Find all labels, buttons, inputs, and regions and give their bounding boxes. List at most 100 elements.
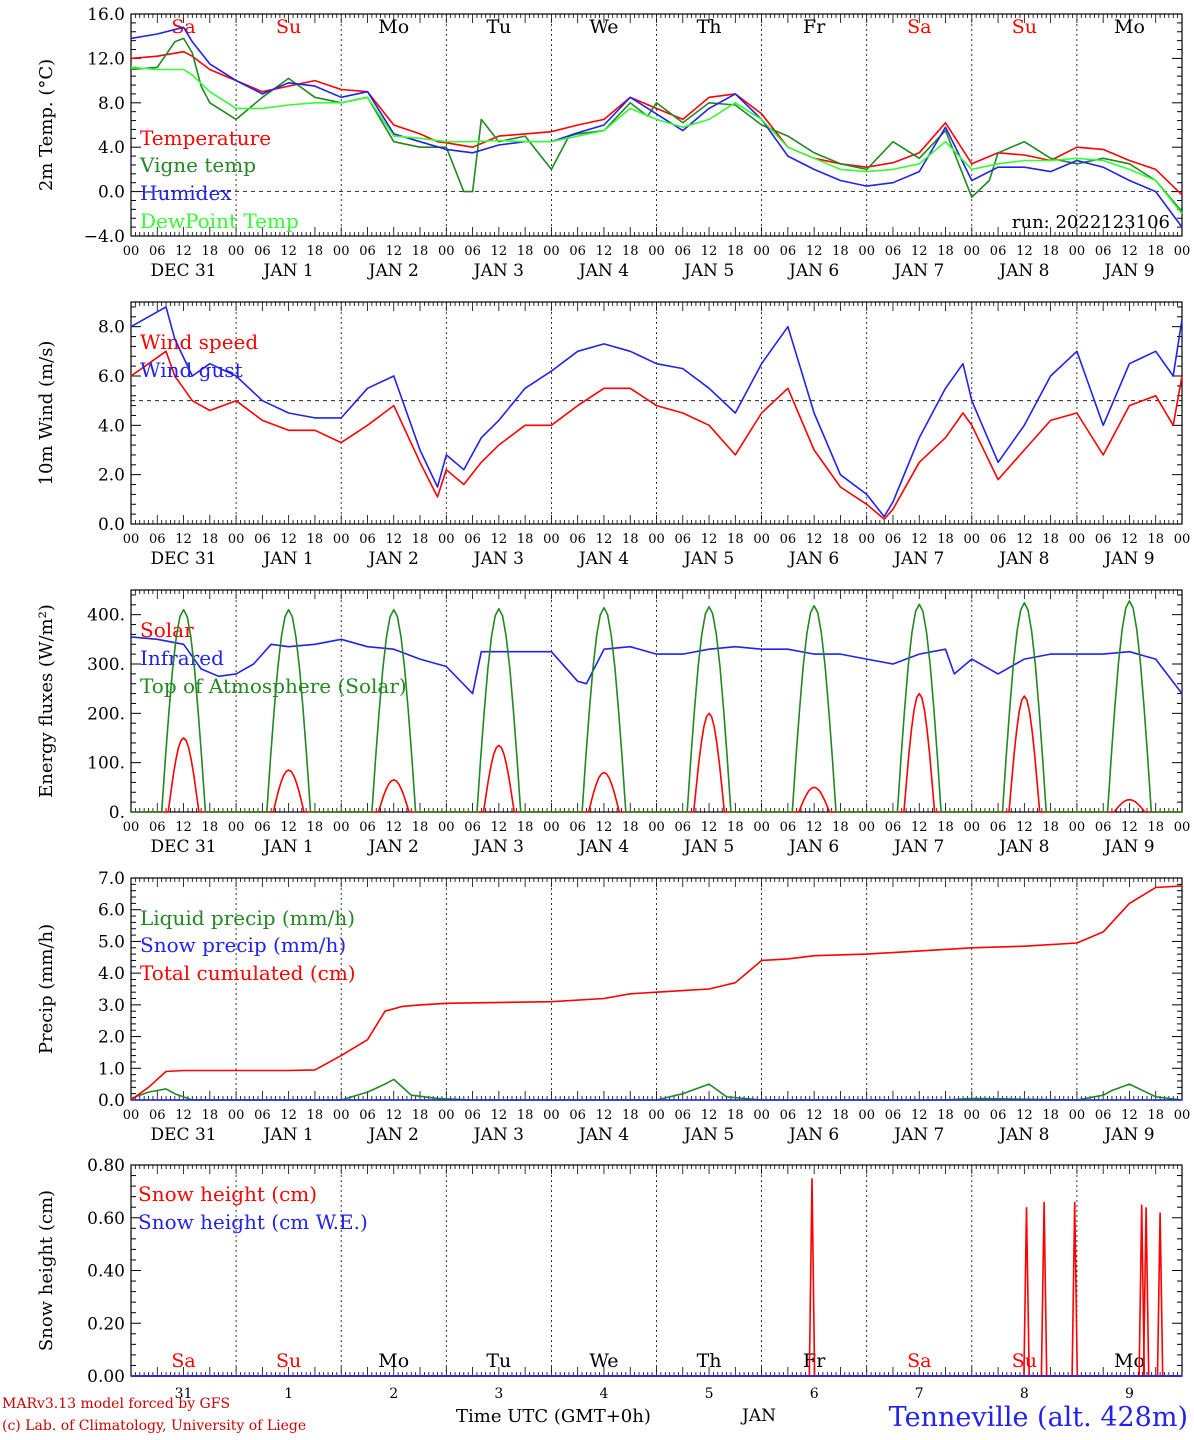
hour-tick-label: 12 [1121,1108,1138,1123]
y-tick-label: 5.0 [98,932,125,952]
hour-tick-label: 00 [753,820,770,835]
hour-tick-label: 00 [858,244,875,259]
hour-tick-label: 18 [517,244,534,259]
date-label: JAN 4 [577,549,629,569]
hour-tick-label: 00 [123,820,140,835]
hour-tick-label: 00 [1069,244,1086,259]
hour-tick-label: 12 [280,244,297,259]
day-of-week-label: Sa [171,1350,195,1372]
hour-tick-label: 12 [280,1108,297,1123]
date-label: JAN 7 [892,549,944,569]
date-label: JAN 2 [367,261,419,281]
hour-tick-label: 00 [438,532,455,547]
hour-tick-label: 00 [228,244,245,259]
y-tick-label: 4.0 [98,138,125,158]
hour-tick-label: 06 [569,244,586,259]
hour-tick-label: 18 [202,1108,219,1123]
hour-tick-label: 12 [491,1108,508,1123]
lab-credit: (c) Lab. of Climatology, University of L… [2,1418,307,1434]
y-axis-label: 2m Temp. (°C) [36,59,57,191]
hour-tick-label: 00 [438,244,455,259]
hour-tick-label: 12 [596,244,613,259]
hour-tick-label: 00 [1174,244,1191,259]
hour-tick-label: 06 [1095,532,1112,547]
date-label: JAN 2 [367,549,419,569]
date-label: JAN 4 [577,261,629,281]
day-of-week-label: Sa [907,1350,931,1372]
series-wind-speed-line [130,350,1183,520]
hour-tick-label: 00 [228,1108,245,1123]
legend-entry: Temperature [140,126,271,150]
hour-tick-label: 18 [622,820,639,835]
hour-tick-label: 12 [491,820,508,835]
date-label: JAN 3 [472,549,524,569]
hour-tick-label: 06 [464,1108,481,1123]
series-snow-height-cm-spike [1040,1201,1048,1377]
hour-tick-label: 12 [175,532,192,547]
legend-entry: Total cumulated (cm) [140,961,356,985]
hour-tick-label: 00 [543,1108,560,1123]
hour-tick-label: 18 [307,244,324,259]
hour-tick-label: 12 [1016,1108,1033,1123]
hour-tick-label: 00 [543,244,560,259]
hour-tick-label: 00 [1174,820,1191,835]
date-label: JAN 7 [892,837,944,857]
hour-tick-label: 06 [254,532,271,547]
date-number-label: 4 [599,1386,608,1402]
hour-tick-label: 00 [333,532,350,547]
y-tick-label: 2.0 [98,1028,125,1048]
hour-tick-label: 06 [675,532,692,547]
y-tick-label: 4.0 [98,964,125,984]
hour-tick-label: 12 [806,820,823,835]
hour-tick-label: 00 [753,244,770,259]
y-tick-label: 0.20 [87,1314,125,1334]
date-number-label: 1 [284,1386,293,1402]
y-axis-label: Precip (mm/h) [36,924,57,1054]
hour-tick-label: 18 [202,820,219,835]
date-label: JAN 6 [787,261,839,281]
y-tick-label: 0.00 [87,1367,125,1387]
hour-tick-label: 00 [1174,1108,1191,1123]
day-of-week-label: Tu [486,1350,511,1372]
hour-tick-label: 00 [648,820,665,835]
date-label: JAN 1 [262,1125,314,1145]
date-number-label: 3 [494,1386,503,1402]
hour-tick-label: 18 [832,820,849,835]
date-label: JAN 3 [472,837,524,857]
hour-tick-label: 18 [937,820,954,835]
y-tick-label: 2.0 [98,466,125,486]
hour-tick-label: 12 [911,532,928,547]
series-snow-height-cm-spike [1156,1212,1164,1377]
legend-entry: Snow height (cm) [138,1182,317,1206]
hour-tick-label: 12 [596,820,613,835]
hour-tick-label: 06 [254,1108,271,1123]
hour-tick-label: 06 [1095,1108,1112,1123]
hour-tick-label: 18 [1147,820,1164,835]
date-label: JAN 8 [997,1125,1049,1145]
hour-tick-label: 12 [385,532,402,547]
date-label: JAN 1 [262,837,314,857]
date-number-label: 5 [705,1386,714,1402]
hour-tick-label: 06 [990,532,1007,547]
hour-tick-label: 06 [780,532,797,547]
series-dewpoint-temp-line [130,66,1183,215]
hour-tick-label: 00 [228,820,245,835]
y-tick-label: 6.0 [98,367,125,387]
legend-entry: Vigne temp [139,153,256,177]
y-tick-label: 0.0 [98,515,125,535]
date-label: JAN 6 [787,837,839,857]
day-of-week-label: Mo [378,1350,409,1372]
series-temperature-line [130,50,1183,196]
hour-tick-label: 12 [806,1108,823,1123]
day-of-week-label: Su [1012,16,1037,38]
series-total-cumulated-cm-line [130,885,1183,1101]
month-label: JAN [742,1406,776,1426]
hour-tick-label: 12 [280,532,297,547]
series-snow-height-cm-spike [808,1178,816,1377]
hour-tick-label: 06 [569,532,586,547]
hour-tick-label: 06 [990,244,1007,259]
hour-tick-label: 18 [1147,244,1164,259]
hour-tick-label: 06 [885,532,902,547]
y-tick-label: 7.0 [98,869,125,889]
